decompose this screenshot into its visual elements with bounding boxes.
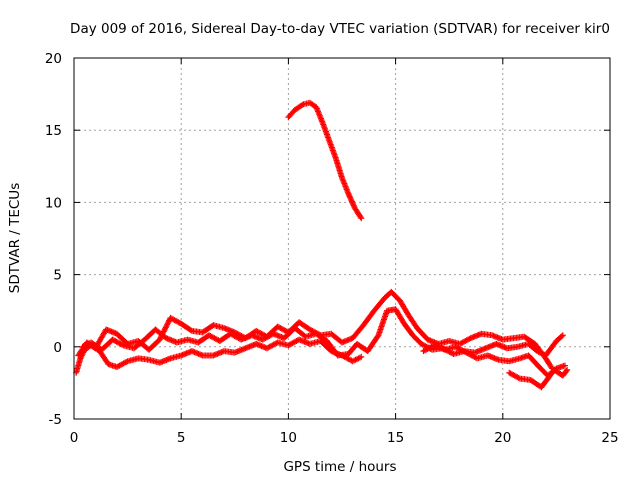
- data-point: [374, 333, 381, 340]
- x-tick-label: 5: [177, 430, 186, 446]
- data-point: [123, 358, 130, 365]
- chart-title: Day 009 of 2016, Sidereal Day-to-day VTE…: [70, 21, 610, 37]
- y-tick-labels: -5 0 5 10 15 20: [45, 51, 62, 428]
- series-track-f: [285, 99, 365, 222]
- x-tick-label: 15: [387, 430, 404, 446]
- data-point: [466, 335, 473, 342]
- data-point: [559, 332, 566, 339]
- data-point: [164, 321, 171, 328]
- data-point: [558, 333, 565, 340]
- x-axis-label: GPS time / hours: [283, 459, 396, 475]
- data-point: [548, 364, 555, 371]
- x-tick-label: 20: [494, 430, 511, 446]
- data-point: [162, 324, 169, 331]
- data-point: [165, 318, 172, 325]
- data-point: [515, 374, 522, 381]
- data-series: [73, 99, 571, 391]
- data-point: [118, 341, 125, 348]
- y-tick-label: 15: [45, 123, 62, 139]
- data-point: [564, 366, 571, 373]
- x-tick-label: 25: [601, 430, 618, 446]
- y-axis-label: SDTVAR / TECUs: [7, 183, 23, 293]
- data-point: [187, 327, 194, 334]
- tick-marks: [73, 57, 611, 420]
- plot-frame: [73, 57, 611, 420]
- y-tick-label: -5: [49, 412, 62, 428]
- series-track-c: [79, 306, 566, 359]
- data-point: [162, 325, 169, 332]
- data-point: [358, 215, 365, 222]
- data-point: [357, 214, 364, 221]
- x-tick-labels: 0 5 10 15 20 25: [70, 430, 619, 446]
- data-point: [164, 320, 171, 327]
- y-tick-label: 5: [53, 268, 62, 284]
- series-track-e: [506, 366, 571, 391]
- data-point: [299, 102, 306, 109]
- data-point: [156, 336, 163, 343]
- data-point: [161, 327, 168, 334]
- y-tick-label: 0: [53, 340, 62, 356]
- x-tick-label: 0: [70, 430, 79, 446]
- data-point: [358, 353, 365, 360]
- x-tick-label: 10: [280, 430, 297, 446]
- data-point: [561, 362, 568, 369]
- grid-lines: [74, 58, 610, 419]
- data-point: [163, 323, 170, 330]
- y-tick-label: 10: [45, 195, 62, 211]
- y-tick-label: 20: [45, 51, 62, 67]
- data-point: [563, 368, 570, 375]
